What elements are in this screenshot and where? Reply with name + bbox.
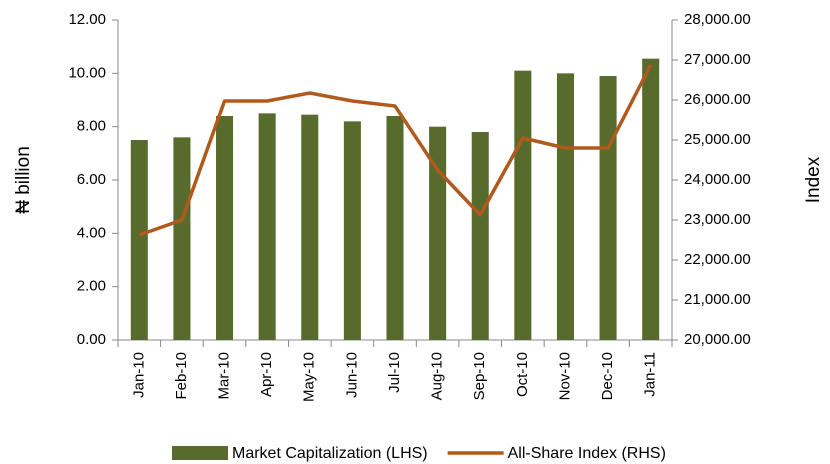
legend-label: All-Share Index (RHS) — [508, 445, 666, 462]
bar — [130, 140, 148, 340]
bar — [429, 126, 447, 341]
y2-tick-label: 24,000.00 — [684, 171, 751, 188]
x-tick-label: Sep-10 — [471, 352, 488, 400]
y-tick-label: 6.00 — [77, 171, 106, 188]
y2-axis-title: Index — [803, 156, 824, 203]
bar — [216, 116, 234, 340]
y2-tick-label: 21,000.00 — [684, 291, 751, 308]
legend-label: Market Capitalization (LHS) — [232, 445, 428, 462]
x-tick-label: Jun-10 — [343, 352, 360, 398]
x-tick-label: Jul-10 — [386, 352, 403, 393]
x-tick-label: Oct-10 — [514, 352, 531, 397]
legend-swatch — [172, 446, 228, 460]
x-tick-label: Jan-11 — [642, 352, 659, 397]
x-tick-label: Aug-10 — [429, 352, 446, 400]
x-tick-label: May-10 — [301, 352, 318, 402]
y2-tick-label: 20,000.00 — [684, 331, 751, 348]
bar — [173, 137, 191, 340]
y2-tick-label: 26,000.00 — [684, 91, 751, 108]
x-tick-label: Dec-10 — [599, 352, 616, 400]
y2-tick-label: 28,000.00 — [684, 11, 751, 28]
x-tick-label: Jan-10 — [130, 352, 147, 398]
y-tick-label: 2.00 — [77, 278, 106, 295]
x-tick-label: Apr-10 — [258, 352, 275, 397]
bar — [556, 73, 574, 340]
bar — [386, 116, 404, 340]
line — [138, 64, 653, 237]
y-tick-label: 0.00 — [77, 331, 106, 348]
x-tick-label: Feb-10 — [173, 352, 190, 400]
bar — [301, 114, 319, 341]
y2-tick-label: 23,000.00 — [684, 211, 751, 228]
bar — [258, 113, 276, 340]
x-tick-label: Nov-10 — [556, 352, 573, 400]
y2-tick-label: 25,000.00 — [684, 131, 751, 148]
bar — [599, 76, 617, 340]
bar — [343, 121, 361, 340]
x-tick-label: Mar-10 — [216, 352, 233, 400]
y-tick-label: 4.00 — [77, 224, 106, 241]
y-tick-label: 12.00 — [68, 11, 106, 28]
bar — [471, 132, 489, 340]
y2-tick-label: 22,000.00 — [684, 251, 751, 268]
bar — [642, 58, 660, 341]
y-axis-title: ₦ billion — [13, 146, 34, 214]
y2-tick-label: 27,000.00 — [684, 51, 751, 68]
bar — [514, 70, 532, 341]
y-tick-label: 8.00 — [77, 118, 106, 135]
y-tick-label: 10.00 — [68, 64, 106, 81]
